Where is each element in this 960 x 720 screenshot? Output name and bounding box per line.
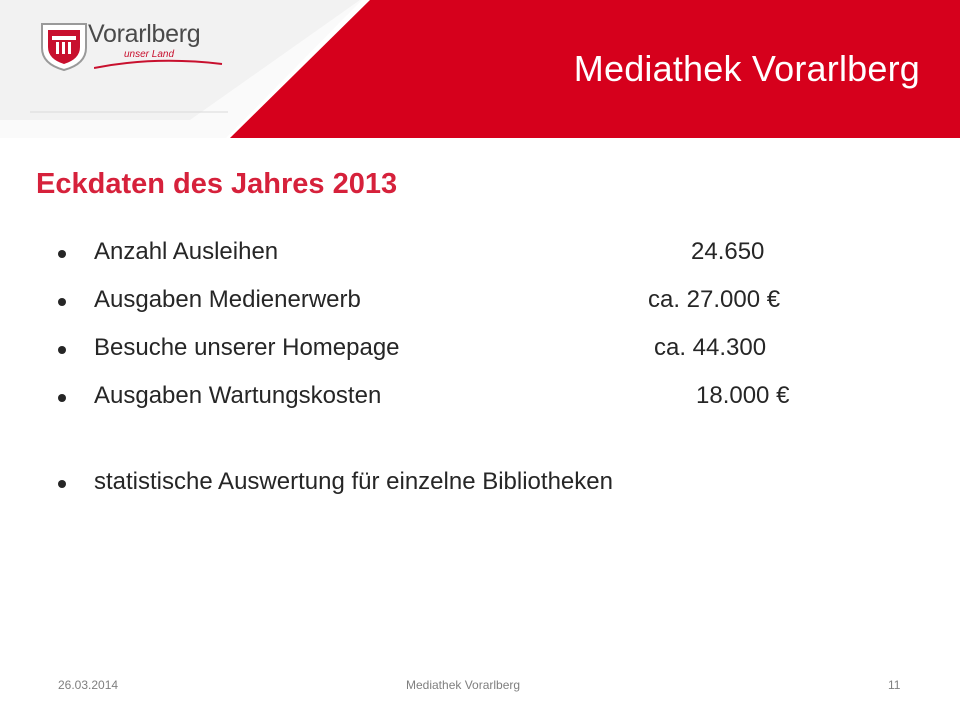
- bullet-list: Anzahl Ausleihen 24.650 Ausgaben Mediene…: [56, 238, 916, 516]
- logo-wordmark: Vorarlberg: [88, 20, 201, 48]
- item-value: 24.650: [691, 238, 765, 265]
- list-item: statistische Auswertung für einzelne Bib…: [56, 468, 916, 516]
- item-label: Ausgaben Medienerwerb: [94, 286, 361, 313]
- bullet-icon: [58, 250, 66, 258]
- slide-title: Eckdaten des Jahres 2013: [36, 168, 398, 200]
- item-value: 18.000 €: [696, 382, 790, 409]
- coat-of-arms-icon: [41, 23, 87, 72]
- slide-header: Vorarlberg unser Land Mediathek Vorarlbe…: [0, 0, 960, 138]
- logo-tagline: unser Land: [124, 49, 175, 60]
- footer-page-number: 11: [888, 678, 901, 692]
- list-item: Ausgaben Wartungskosten 18.000 €: [56, 382, 916, 430]
- bullet-icon: [58, 394, 66, 402]
- vorarlberg-logo: [34, 14, 223, 74]
- list-item: Besuche unserer Homepage ca. 44.300: [56, 334, 916, 382]
- header-title: Mediathek Vorarlberg: [573, 48, 920, 89]
- list-item: Ausgaben Medienerwerb ca. 27.000 €: [56, 286, 916, 334]
- bullet-icon: [58, 346, 66, 354]
- bullet-icon: [58, 298, 66, 306]
- item-label: Ausgaben Wartungskosten: [94, 382, 382, 409]
- item-value: ca. 44.300: [654, 334, 767, 361]
- list-item: Anzahl Ausleihen 24.650: [56, 238, 916, 286]
- item-label: Besuche unserer Homepage: [94, 334, 400, 361]
- logo-swoosh-icon: [94, 59, 223, 69]
- footer-date: 26.03.2014: [58, 678, 119, 692]
- item-label: statistische Auswertung für einzelne Bib…: [94, 468, 613, 495]
- item-value: ca. 27.000 €: [648, 286, 781, 313]
- header-banner-graphic: [0, 0, 960, 138]
- bullet-icon: [58, 480, 66, 488]
- item-label: Anzahl Ausleihen: [94, 238, 279, 265]
- footer-title: Mediathek Vorarlberg: [406, 678, 521, 692]
